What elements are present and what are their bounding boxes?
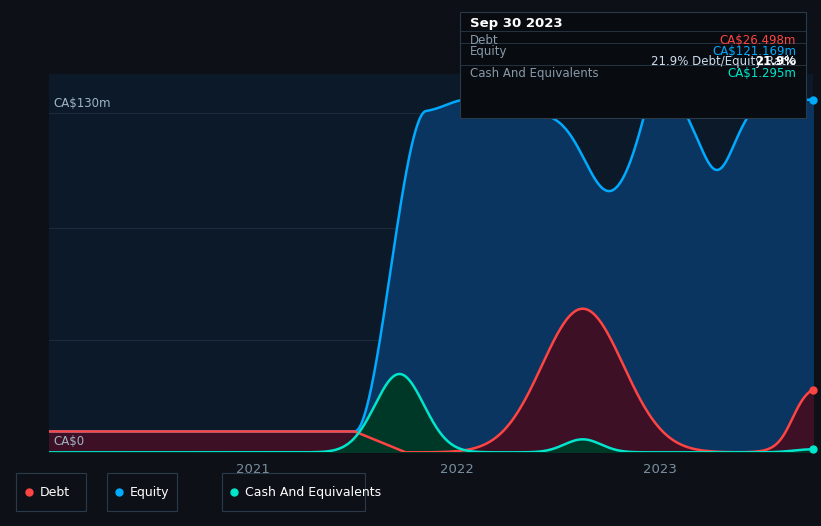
Text: CA$130m: CA$130m <box>53 97 111 110</box>
Text: CA$1.295m: CA$1.295m <box>727 67 796 80</box>
Text: Equity: Equity <box>130 485 169 499</box>
Text: Sep 30 2023: Sep 30 2023 <box>470 17 562 31</box>
Point <box>806 96 819 104</box>
Text: Debt: Debt <box>470 34 498 47</box>
Text: CA$0: CA$0 <box>53 436 85 449</box>
Text: Cash And Equivalents: Cash And Equivalents <box>470 67 599 80</box>
Text: Cash And Equivalents: Cash And Equivalents <box>245 485 381 499</box>
Text: 21.9% Debt/Equity Ratio: 21.9% Debt/Equity Ratio <box>651 55 796 68</box>
Text: Equity: Equity <box>470 45 507 58</box>
Point <box>806 445 819 453</box>
Text: 21.9%: 21.9% <box>755 55 796 68</box>
Text: CA$26.498m: CA$26.498m <box>720 34 796 47</box>
Text: CA$121.169m: CA$121.169m <box>712 45 796 58</box>
Text: Debt: Debt <box>39 485 70 499</box>
Point <box>806 386 819 394</box>
